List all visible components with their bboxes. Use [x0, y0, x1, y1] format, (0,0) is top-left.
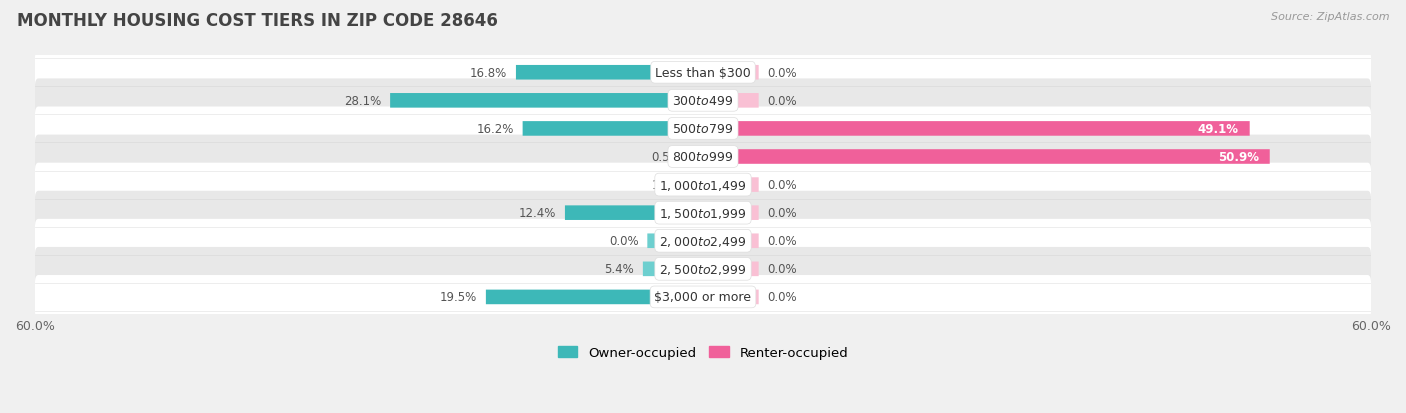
Text: $2,500 to $2,999: $2,500 to $2,999	[659, 262, 747, 276]
Text: 0.0%: 0.0%	[768, 206, 797, 220]
Text: 0.0%: 0.0%	[768, 235, 797, 248]
FancyBboxPatch shape	[697, 150, 703, 164]
FancyBboxPatch shape	[35, 247, 1371, 291]
FancyBboxPatch shape	[703, 262, 759, 276]
Text: $500 to $799: $500 to $799	[672, 123, 734, 135]
Text: 28.1%: 28.1%	[344, 95, 381, 107]
Text: 49.1%: 49.1%	[1198, 123, 1239, 135]
FancyBboxPatch shape	[565, 206, 703, 221]
Text: 0.0%: 0.0%	[768, 95, 797, 107]
Text: 5.4%: 5.4%	[605, 263, 634, 275]
FancyBboxPatch shape	[516, 66, 703, 81]
Text: 50.9%: 50.9%	[1218, 151, 1258, 164]
FancyBboxPatch shape	[35, 135, 1371, 179]
FancyBboxPatch shape	[703, 66, 759, 81]
Text: MONTHLY HOUSING COST TIERS IN ZIP CODE 28646: MONTHLY HOUSING COST TIERS IN ZIP CODE 2…	[17, 12, 498, 30]
FancyBboxPatch shape	[35, 275, 1371, 319]
FancyBboxPatch shape	[690, 178, 703, 192]
Text: $800 to $999: $800 to $999	[672, 151, 734, 164]
Text: 0.0%: 0.0%	[768, 179, 797, 192]
FancyBboxPatch shape	[703, 290, 759, 304]
FancyBboxPatch shape	[703, 122, 1250, 136]
Text: 12.4%: 12.4%	[519, 206, 555, 220]
FancyBboxPatch shape	[35, 51, 1371, 95]
Text: 0.54%: 0.54%	[651, 151, 688, 164]
FancyBboxPatch shape	[703, 206, 759, 221]
FancyBboxPatch shape	[703, 150, 1270, 164]
Text: 16.2%: 16.2%	[477, 123, 513, 135]
Text: 0.0%: 0.0%	[768, 291, 797, 304]
FancyBboxPatch shape	[35, 191, 1371, 235]
Text: 1.1%: 1.1%	[652, 179, 682, 192]
Text: Less than $300: Less than $300	[655, 66, 751, 80]
Text: $3,000 or more: $3,000 or more	[655, 291, 751, 304]
FancyBboxPatch shape	[486, 290, 703, 304]
Text: 0.0%: 0.0%	[609, 235, 638, 248]
FancyBboxPatch shape	[643, 262, 703, 276]
FancyBboxPatch shape	[703, 94, 759, 108]
FancyBboxPatch shape	[35, 79, 1371, 123]
Text: $1,500 to $1,999: $1,500 to $1,999	[659, 206, 747, 220]
FancyBboxPatch shape	[389, 94, 703, 108]
FancyBboxPatch shape	[703, 234, 759, 249]
Text: 19.5%: 19.5%	[440, 291, 477, 304]
FancyBboxPatch shape	[35, 163, 1371, 207]
Text: Source: ZipAtlas.com: Source: ZipAtlas.com	[1271, 12, 1389, 22]
Legend: Owner-occupied, Renter-occupied: Owner-occupied, Renter-occupied	[553, 341, 853, 364]
FancyBboxPatch shape	[35, 107, 1371, 151]
Text: 0.0%: 0.0%	[768, 66, 797, 80]
Text: $300 to $499: $300 to $499	[672, 95, 734, 107]
FancyBboxPatch shape	[35, 219, 1371, 263]
Text: $2,000 to $2,499: $2,000 to $2,499	[659, 234, 747, 248]
Text: 0.0%: 0.0%	[768, 263, 797, 275]
Text: $1,000 to $1,499: $1,000 to $1,499	[659, 178, 747, 192]
FancyBboxPatch shape	[647, 234, 703, 249]
FancyBboxPatch shape	[703, 178, 759, 192]
FancyBboxPatch shape	[523, 122, 703, 136]
Text: 16.8%: 16.8%	[470, 66, 508, 80]
